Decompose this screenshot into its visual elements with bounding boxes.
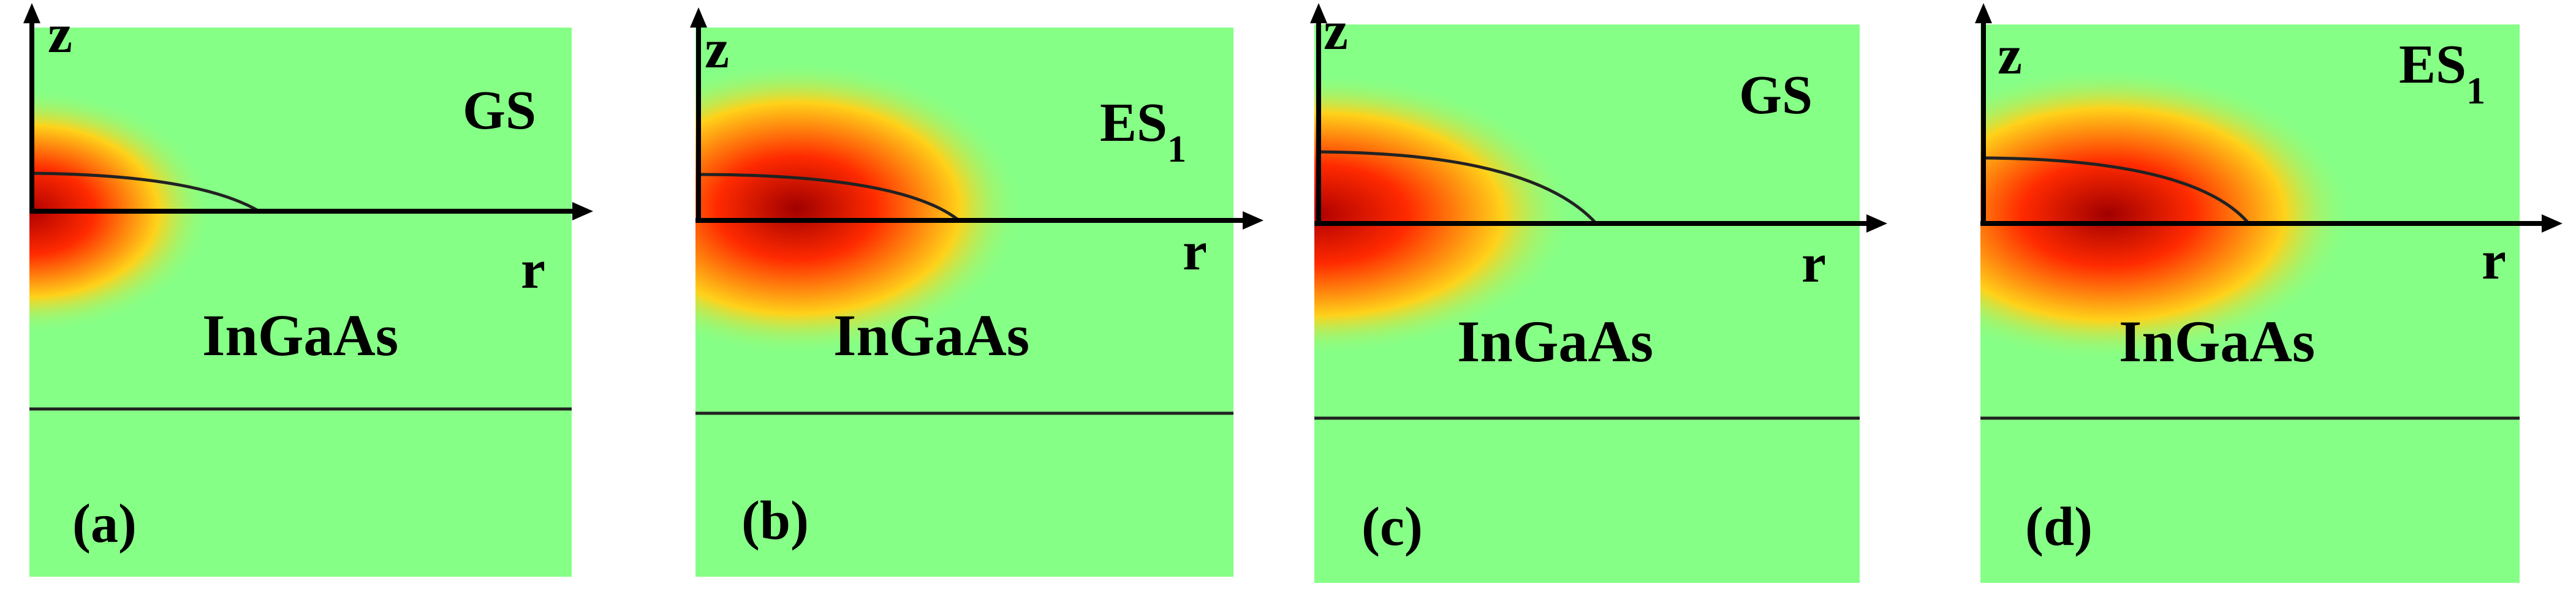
z-axis-arrowhead: [23, 3, 40, 23]
panel-label: (c): [1362, 497, 1423, 557]
z-axis-arrowhead: [690, 7, 707, 28]
wavefunction-glow: [695, 61, 1023, 355]
z-axis-label: z: [705, 19, 729, 80]
state-label: GS: [463, 80, 536, 141]
r-axis-arrowhead: [2542, 214, 2563, 233]
r-axis-arrowhead: [1243, 211, 1263, 230]
panel-a: z r GS InGaAs (a): [23, 3, 593, 577]
r-axis-arrowhead: [572, 202, 593, 220]
wavefunction-glow: [1314, 73, 1575, 355]
material-label: InGaAs: [202, 302, 398, 368]
r-axis-label: r: [1801, 233, 1826, 294]
state-label: GS: [1739, 65, 1813, 126]
quantum-dot-outline: [29, 171, 260, 213]
r-axis-label: r: [521, 239, 545, 300]
z-axis-label: z: [48, 4, 72, 64]
z-axis-arrowhead: [1310, 3, 1327, 23]
quantum-dot-outline: [1982, 156, 2250, 225]
panel-label: (d): [2025, 497, 2093, 557]
panel-d: z r ES1 InGaAs (d): [1975, 3, 2563, 583]
r-axis-label: r: [1183, 221, 1207, 282]
panel-c: z r GS InGaAs (c): [1310, 1, 1887, 583]
panel-label: (a): [72, 493, 137, 554]
z-axis-label: z: [1998, 25, 2022, 86]
r-axis-arrowhead: [1866, 214, 1887, 233]
r-axis-label: r: [2482, 230, 2506, 291]
wavefunction-glow: [1980, 67, 2353, 361]
z-axis-arrowhead: [1975, 3, 1992, 23]
quantum-dot-outline: [697, 173, 960, 222]
z-axis-label: z: [1324, 1, 1348, 61]
panel-b: z r ES1 InGaAs (b): [690, 7, 1263, 577]
state-label: ES1: [2399, 34, 2485, 112]
quantum-dot-outline: [1317, 150, 1597, 225]
material-label: InGaAs: [2119, 309, 2315, 374]
state-label: ES1: [1100, 92, 1186, 170]
material-label: InGaAs: [1457, 309, 1653, 374]
panel-label: (b): [741, 490, 809, 551]
material-label: InGaAs: [833, 302, 1029, 368]
